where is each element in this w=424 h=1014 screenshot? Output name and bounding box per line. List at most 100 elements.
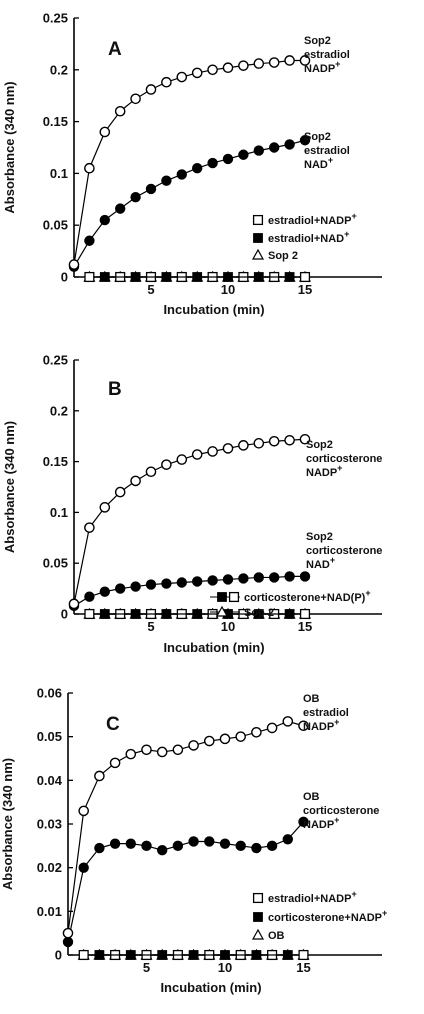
- chart-panel-b: 0 0.05 0.1 0.15 0.2 0.25 5 10 15 Incubation (min)…: [2, 353, 382, 656]
- chart-panel-a: 0 0.05 0.1 0.15 0.2 0.25 5 10 15 Incubation (min)…: [2, 11, 382, 317]
- legend-marker: [253, 233, 263, 243]
- data-point: [62, 936, 74, 948]
- data-point: [125, 748, 137, 760]
- data-point: [68, 259, 80, 270]
- data-point: [238, 573, 249, 584]
- data-point: [299, 55, 311, 66]
- data-point: [268, 435, 280, 447]
- data-point: [299, 608, 311, 620]
- y-tick-label: 0.02: [37, 860, 62, 875]
- series-line: [67, 720, 304, 934]
- data-point: [114, 203, 126, 214]
- data-point: [125, 950, 136, 960]
- annotation-text: corticosterone: [306, 453, 382, 465]
- data-point: [266, 722, 278, 734]
- data-point: [282, 834, 293, 845]
- annotation-text: NADP+: [306, 463, 342, 479]
- data-point: [188, 950, 199, 960]
- y-tick-label: 0.05: [43, 218, 68, 233]
- data-point: [192, 609, 203, 619]
- annotation-text: Sop2: [304, 35, 331, 47]
- data-point: [222, 62, 234, 74]
- y-tick-label: 0.1: [50, 166, 68, 181]
- annotation-text: estradiol: [304, 49, 350, 61]
- y-tick-label: 0.05: [43, 556, 68, 571]
- x-tick-label: 15: [298, 619, 312, 634]
- legend: estradiol+NADP+ estradiol+NAD+ Sop 2: [251, 211, 357, 262]
- data-point: [282, 950, 293, 960]
- data-point: [191, 163, 203, 174]
- y-tick-label: 0.05: [37, 729, 62, 744]
- data-point: [125, 838, 137, 849]
- data-point: [207, 575, 218, 586]
- data-point: [284, 609, 295, 619]
- data-point: [253, 572, 264, 583]
- data-point: [191, 449, 203, 460]
- data-point: [299, 571, 311, 582]
- y-tick-label: 0.25: [43, 11, 68, 26]
- data-point: [172, 840, 184, 852]
- legend-label: estradiol+NADP+: [268, 889, 357, 905]
- x-tick-label: 10: [221, 282, 235, 297]
- data-point: [84, 591, 95, 602]
- data-point: [145, 84, 157, 95]
- y-tick-label: 0.25: [43, 353, 68, 368]
- data-point: [284, 434, 295, 446]
- legend-marker: [217, 592, 227, 602]
- data-point: [114, 583, 126, 594]
- data-point: [145, 579, 157, 590]
- data-point: [161, 459, 172, 470]
- data-point: [192, 272, 203, 282]
- data-point: [161, 175, 172, 186]
- data-point: [141, 840, 152, 852]
- series-4: [99, 272, 295, 282]
- data-point: [222, 153, 234, 165]
- y-tick-label: 0.2: [50, 403, 68, 418]
- data-point: [188, 836, 199, 847]
- legend-label: Sop 2: [268, 250, 298, 262]
- x-tick-label: 15: [298, 282, 312, 297]
- data-point: [161, 578, 172, 589]
- annotation-text: corticosterone: [306, 545, 382, 557]
- data-point: [84, 271, 95, 283]
- x-tick-label: 10: [221, 619, 235, 634]
- data-point: [99, 586, 111, 597]
- data-point: [238, 149, 249, 160]
- annotation-text: NADP+: [303, 815, 339, 831]
- legend: estradiol+NADP+ corticosterone+NADP+ OB: [251, 889, 387, 942]
- legend-marker: [251, 248, 265, 260]
- data-point: [84, 522, 95, 533]
- data-point: [130, 609, 141, 619]
- data-point: [251, 950, 262, 960]
- legend-label: Sop 2: [244, 607, 274, 619]
- data-point: [176, 169, 187, 180]
- data-point: [298, 720, 309, 732]
- annotation-text: NADP+: [304, 59, 340, 75]
- panel-label: A: [108, 39, 122, 60]
- data-point: [298, 949, 309, 961]
- data-point: [203, 735, 215, 747]
- data-point: [284, 571, 295, 582]
- data-point: [298, 816, 309, 828]
- data-point: [220, 950, 230, 960]
- data-point: [269, 572, 280, 583]
- data-point: [145, 466, 157, 478]
- y-tick-label: 0: [61, 607, 68, 622]
- data-point: [141, 744, 152, 756]
- data-point: [94, 770, 105, 782]
- data-point: [222, 574, 234, 585]
- data-point: [62, 927, 74, 939]
- data-point: [99, 502, 111, 513]
- y-tick-label: 0.15: [43, 454, 68, 469]
- x-tick-label: 5: [143, 960, 150, 975]
- y-tick-label: 0: [55, 948, 62, 963]
- data-point: [268, 57, 280, 68]
- data-point: [68, 598, 80, 610]
- data-point: [235, 840, 246, 852]
- data-point: [161, 609, 172, 619]
- x-tick-label: 5: [147, 619, 154, 634]
- series-line: [73, 438, 306, 604]
